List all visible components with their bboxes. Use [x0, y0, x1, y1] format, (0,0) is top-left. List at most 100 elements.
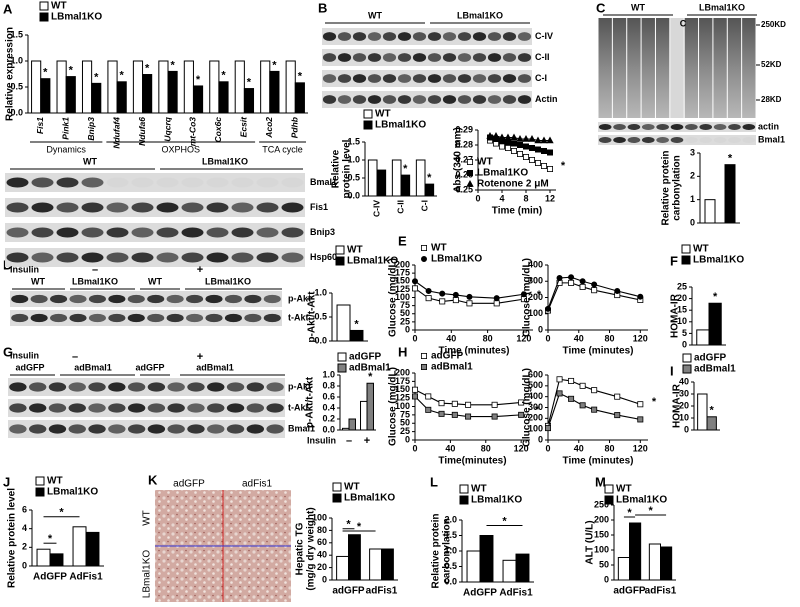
band [147, 382, 166, 392]
band [187, 403, 205, 413]
band [108, 424, 126, 434]
band [427, 74, 442, 83]
band [487, 95, 502, 104]
y-tick-label: 400 [528, 391, 543, 401]
blot-label: p-Akt [288, 381, 311, 391]
y-tick-label: 1 [690, 194, 695, 204]
point [486, 131, 494, 139]
x-tick-label: 0 [545, 333, 550, 343]
band [31, 252, 54, 263]
band [337, 53, 352, 62]
bar [294, 82, 305, 114]
point [465, 413, 472, 420]
significance: * [346, 519, 351, 531]
panel-letter: J [3, 474, 10, 489]
band [181, 202, 204, 213]
bar [360, 400, 368, 431]
x-tick-label: Uqcrq [162, 116, 172, 141]
y-tick-label: 0.2 [322, 413, 335, 423]
bar [708, 302, 722, 346]
bar [629, 522, 642, 581]
x-tick-label: 120 [516, 333, 531, 343]
point [425, 295, 432, 302]
point [466, 158, 473, 165]
group-label: adBmal1 [196, 362, 234, 372]
lane-smear [670, 18, 684, 118]
treatment-level: + [197, 264, 203, 276]
band [81, 177, 104, 188]
band [412, 95, 427, 104]
band [181, 227, 204, 238]
y-tick-label: 300 [528, 402, 543, 412]
band [487, 74, 502, 83]
point [420, 363, 427, 370]
bar [31, 60, 42, 114]
band [281, 202, 304, 213]
legend-label: WT [51, 1, 67, 12]
y-axis-label: Relative protein [431, 513, 442, 588]
band [147, 403, 166, 413]
band [167, 382, 185, 392]
y-tick-label: 400 [528, 259, 543, 269]
legend-label: WT [693, 244, 709, 255]
band [337, 74, 352, 83]
point [591, 287, 598, 294]
band [131, 252, 154, 263]
legend-label: LBmal1KO [477, 168, 528, 179]
band [728, 124, 741, 130]
point [540, 136, 548, 144]
point [493, 295, 500, 302]
y-tick-label: 2.0 [444, 514, 457, 524]
band [207, 424, 225, 434]
band [352, 53, 367, 62]
band [244, 313, 262, 323]
y-tick-label: 0.0 [347, 190, 360, 200]
band [207, 382, 225, 392]
band [226, 403, 245, 413]
band [641, 137, 655, 143]
band [246, 424, 265, 434]
x-tick-label: AdGFP [463, 588, 497, 599]
group-label: adBmal1 [74, 362, 112, 372]
x-tick-label: Pdhb [290, 117, 300, 138]
y-tick-label: 0.0 [314, 335, 327, 345]
line [547, 378, 641, 427]
y-tick-label: 0 [604, 574, 609, 584]
point [568, 377, 575, 384]
legend-label: WT [471, 484, 487, 495]
bar [49, 553, 64, 567]
group-label: WT [368, 10, 382, 20]
y-tick-label: 75 [400, 300, 410, 310]
group-label: LBmal1KO [205, 276, 251, 286]
legend-swatch [39, 1, 49, 11]
y-tick-label: 2 [22, 542, 27, 552]
band [81, 252, 104, 263]
bar [260, 60, 271, 114]
y-axis-label: p-Akt/t-Akt [307, 291, 318, 343]
point [510, 147, 517, 154]
legend-label: adBmal1 [349, 363, 391, 374]
band [226, 382, 245, 392]
band [31, 227, 54, 238]
y-tick-label: 6 [22, 504, 27, 514]
band [181, 177, 204, 188]
legend-label: LBmal1KO [431, 254, 482, 265]
legend-swatch [337, 352, 347, 362]
legend-label: adGFP [349, 352, 382, 363]
band [487, 53, 502, 62]
bar [36, 548, 51, 567]
point [520, 291, 527, 298]
band [127, 403, 146, 413]
point [425, 393, 432, 400]
point [568, 395, 575, 402]
significance: * [535, 404, 540, 416]
band [106, 202, 129, 213]
band [205, 294, 223, 304]
legend-label: LBmal1KO [51, 12, 102, 23]
band [412, 74, 427, 83]
legend-label: WT [616, 484, 632, 495]
blot-label: p-Akt [288, 293, 311, 303]
legend-swatch [459, 484, 469, 494]
point [568, 274, 575, 281]
blot-label: C-IV [535, 31, 553, 41]
